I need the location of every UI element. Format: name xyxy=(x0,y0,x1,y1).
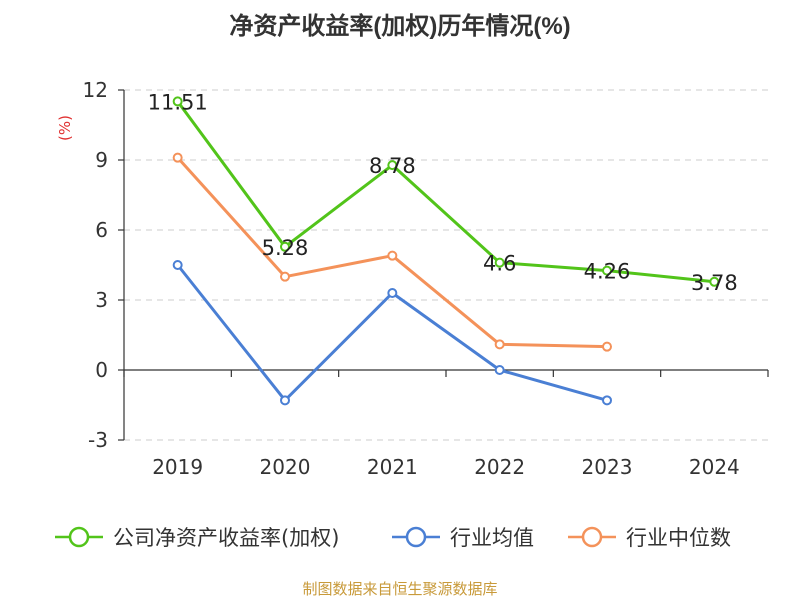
legend-label: 行业均值 xyxy=(450,526,534,550)
data-label: 8.78 xyxy=(369,154,416,178)
data-point xyxy=(280,271,290,282)
data-point xyxy=(602,265,612,276)
y-axis-label: (%) xyxy=(56,115,74,141)
series-line-0 xyxy=(176,100,715,284)
data-labels: 11.51 5.28 8.78 4.6 4.26 3.78 xyxy=(148,90,738,294)
y-tick-label: -3 xyxy=(88,428,108,452)
data-point xyxy=(494,365,505,375)
data-label: 4.6 xyxy=(483,252,516,276)
legend-label: 行业中位数 xyxy=(626,526,731,550)
y-tick-label: 9 xyxy=(95,148,108,172)
y-tick-label: 3 xyxy=(95,288,108,312)
series-lines xyxy=(172,96,720,406)
y-tick-label: 0 xyxy=(95,358,108,382)
data-point xyxy=(387,250,398,261)
data-point xyxy=(280,241,290,252)
axes: -3 0 3 6 9 12 2019 2020 2021 2022 2023 2024 (%) xyxy=(56,78,769,479)
data-label: 11.51 xyxy=(148,90,208,114)
series-line-1 xyxy=(176,264,608,402)
data-label: 5.28 xyxy=(262,236,309,260)
y-tick-label: 6 xyxy=(95,218,108,242)
legend-marker xyxy=(68,526,90,548)
data-point xyxy=(709,276,720,287)
x-tick-label: 2023 xyxy=(582,455,633,479)
data-point xyxy=(172,260,183,270)
x-tick-label: 2019 xyxy=(152,455,203,479)
source-note: 制图数据来自恒生聚源数据库 xyxy=(302,580,498,598)
chart-title: 净资产收益率(加权)历年情况(%) xyxy=(229,13,571,40)
data-point xyxy=(280,395,290,406)
legend: 公司净资产收益率(加权) 行业均值 行业中位数 xyxy=(55,526,731,550)
y-tick-label: 12 xyxy=(83,78,108,102)
data-point xyxy=(172,96,183,107)
x-tick-label: 2024 xyxy=(689,455,740,479)
data-point xyxy=(387,288,398,298)
data-point xyxy=(172,152,183,163)
legend-marker xyxy=(581,526,603,548)
data-point xyxy=(602,395,612,406)
x-tick-label: 2021 xyxy=(367,455,418,479)
data-point xyxy=(494,339,505,350)
legend-label: 公司净资产收益率(加权) xyxy=(113,526,339,550)
x-tick-label: 2022 xyxy=(474,455,525,479)
data-label: 4.26 xyxy=(584,260,631,284)
data-point xyxy=(387,160,398,171)
x-tick-label: 2020 xyxy=(260,455,311,479)
legend-marker xyxy=(405,526,427,548)
grid-lines xyxy=(124,89,768,441)
data-point xyxy=(494,257,505,268)
data-label: 3.78 xyxy=(691,271,738,295)
data-point xyxy=(602,341,612,352)
